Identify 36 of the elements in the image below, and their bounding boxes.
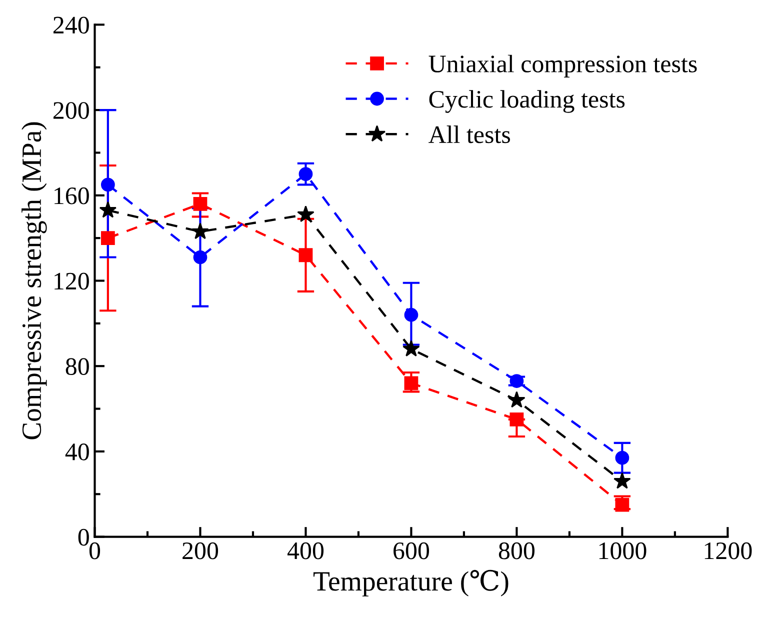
point	[99, 201, 117, 218]
y-tick-label: 240	[53, 16, 89, 34]
x-tick-label: 600	[394, 542, 430, 560]
point	[402, 340, 420, 356]
point	[100, 178, 115, 192]
x-tick-label: 800	[498, 542, 534, 560]
y-tick-label: 120	[54, 272, 89, 290]
x-tick-label: 0	[89, 542, 100, 560]
legend-label: All tests	[428, 126, 510, 144]
point	[298, 167, 313, 181]
y-tick-label: 160	[54, 187, 89, 204]
y-tick-label: 40	[65, 443, 89, 460]
point	[614, 472, 631, 489]
y-tick-label: 0	[78, 528, 89, 546]
x-axis-title: Temperature (℃)	[313, 570, 508, 596]
point	[510, 374, 524, 388]
y-axis-title: Compressive strength (MPa)	[22, 122, 47, 440]
point	[192, 222, 209, 240]
point	[193, 196, 208, 211]
point	[100, 231, 115, 246]
point	[298, 248, 313, 262]
point	[510, 412, 524, 426]
x-tick-label: 1200	[704, 542, 752, 560]
point	[404, 376, 418, 390]
legend-label: Uniaxial compression tests	[428, 54, 697, 78]
point	[615, 450, 630, 465]
y-tick-label: 80	[66, 358, 89, 376]
point	[297, 206, 314, 222]
point	[193, 250, 208, 264]
y-tick-label: 200	[53, 102, 89, 119]
x-tick-label: 200	[182, 542, 218, 560]
point	[508, 391, 526, 408]
x-tick-label: 1000	[599, 542, 646, 560]
x-tick-label: 400	[287, 542, 324, 560]
point	[404, 308, 418, 322]
legend-label: Cyclic loading tests	[429, 90, 625, 113]
